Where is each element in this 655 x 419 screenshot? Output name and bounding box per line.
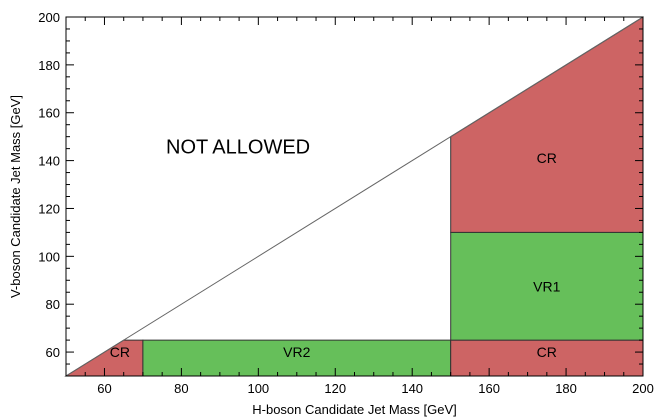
y-axis-label: V-boson Candidate Jet Mass [GeV] [8,95,23,298]
region-label-cr-0: CR [110,344,130,360]
region-label-vr2-1: VR2 [283,344,310,360]
y-tick-label: 120 [38,201,60,216]
x-tick-label: 200 [632,381,654,396]
y-tick-labels: 60 80 100 120 140 160 180 200 [38,10,60,360]
y-tick-label: 60 [46,345,60,360]
y-tick-label: 180 [38,58,60,73]
y-tick-label: 100 [38,249,60,264]
x-tick-label: 180 [555,381,577,396]
y-tick-label: 200 [38,10,60,25]
region-label-cr-4: CR [537,150,557,166]
diagonal-boundary-line [65,16,644,377]
regions-layer [64,16,644,377]
region-label-cr-2: CR [537,344,557,360]
region-labels: CR VR2 CR VR1 CR [110,150,561,360]
x-tick-label: 60 [97,381,111,396]
region-label-vr1-3: VR1 [533,278,560,294]
x-axis-label: H-boson Candidate Jet Mass [GeV] [252,402,457,417]
x-tick-label: 80 [174,381,188,396]
x-tick-label: 120 [324,381,346,396]
region-cr-4 [450,16,644,233]
x-tick-label: 160 [478,381,500,396]
y-tick-label: 160 [38,106,60,121]
not-allowed-label: NOT ALLOWED [166,136,310,158]
x-tick-labels: 60 80 100 120 140 160 180 200 [97,381,654,396]
x-tick-label: 140 [401,381,423,396]
x-tick-label: 100 [247,381,269,396]
y-tick-label: 140 [38,154,60,169]
axis-ticks [65,16,644,377]
y-tick-label: 80 [46,297,60,312]
